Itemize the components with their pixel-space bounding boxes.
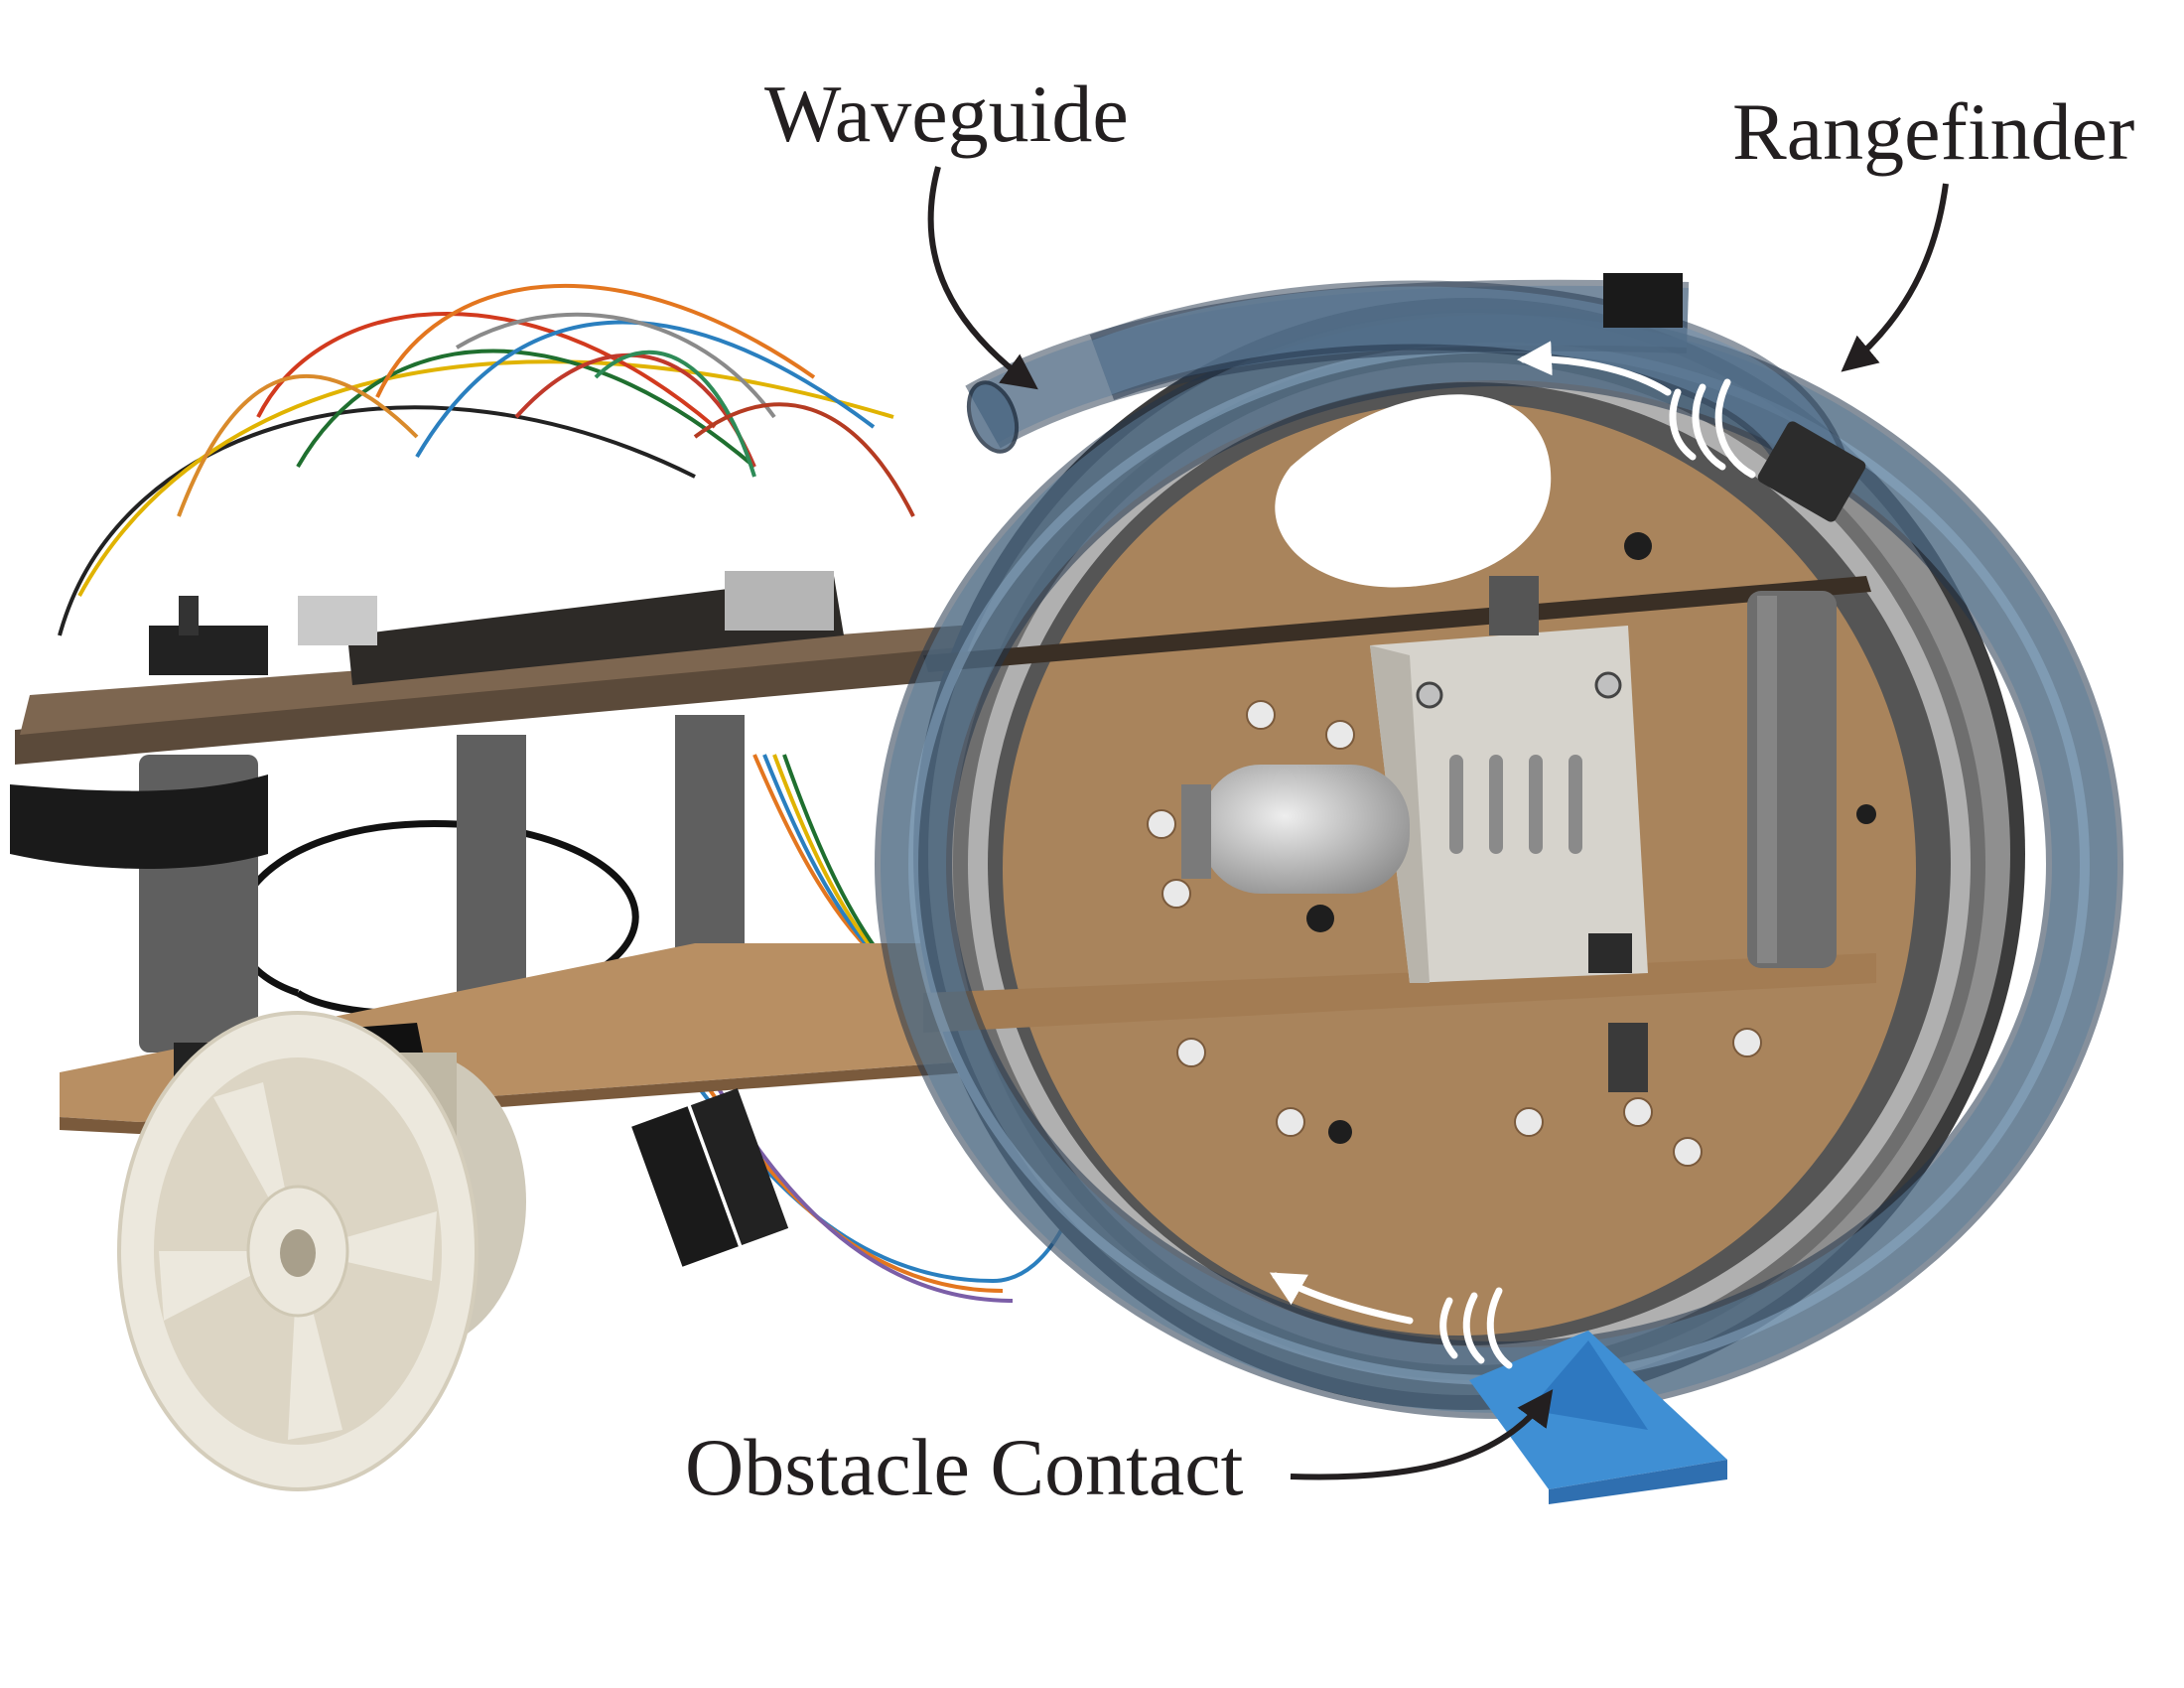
callout-arrows: [927, 166, 1949, 1480]
obstacle-arrow-icon: [1290, 1389, 1554, 1480]
waveguide-label: Waveguide: [764, 69, 1129, 159]
wire-connector: [631, 1106, 739, 1267]
wire-connector-2: [690, 1087, 789, 1246]
waveguide-arrow-icon: [927, 166, 1038, 390]
upper-wave-arrow-icon: [1517, 341, 1756, 479]
rangefinder-arrow-icon: [1841, 183, 1949, 372]
rear-wheel: [117, 1011, 526, 1491]
obstacle-block: [1469, 1331, 1727, 1504]
motor-assembly: [1181, 576, 1648, 1092]
obstacle-contact-label: Obstacle Contact: [685, 1422, 1244, 1512]
velcro-strap: [10, 774, 268, 869]
lower-wave-arrow-icon: [1269, 1272, 1513, 1369]
rangefinder-label: Rangefinder: [1732, 86, 2134, 177]
middle-deck: [923, 576, 1871, 672]
upper-deck: [15, 571, 1171, 765]
